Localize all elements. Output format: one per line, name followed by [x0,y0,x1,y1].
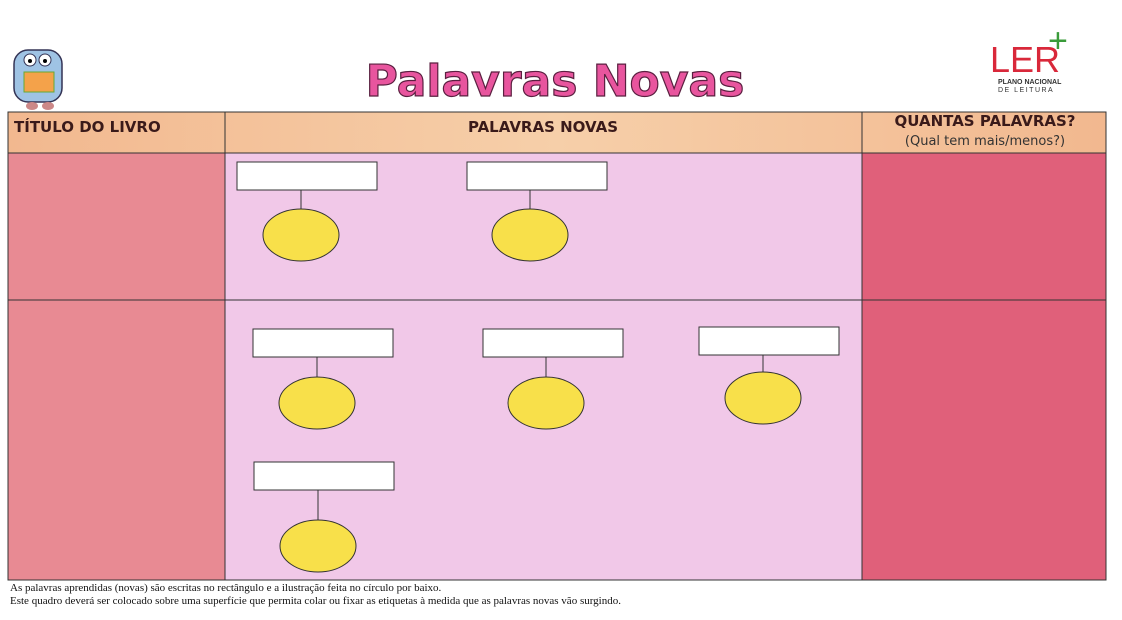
logo-line: PLANO NACIONAL [998,79,1062,86]
footer-line: Este quadro deverá ser colocado sobre um… [10,595,621,607]
word-cards [236,161,840,573]
mascot [13,49,63,110]
logo-name: LER [990,39,1060,80]
column-header: PALAVRAS NOVAS [468,118,618,136]
logo-line: DE LEITURA [998,87,1054,94]
footer-line: As palavras aprendidas (novas) são escri… [10,582,442,594]
title: Palavras Novas [366,56,745,107]
logo-plus: + [1048,22,1068,60]
column-header: QUANTAS PALAVRAS? [895,112,1076,130]
column-note: (Qual tem mais/menos?) [905,134,1065,149]
column-header: TÍTULO DO LIVRO [14,117,161,136]
